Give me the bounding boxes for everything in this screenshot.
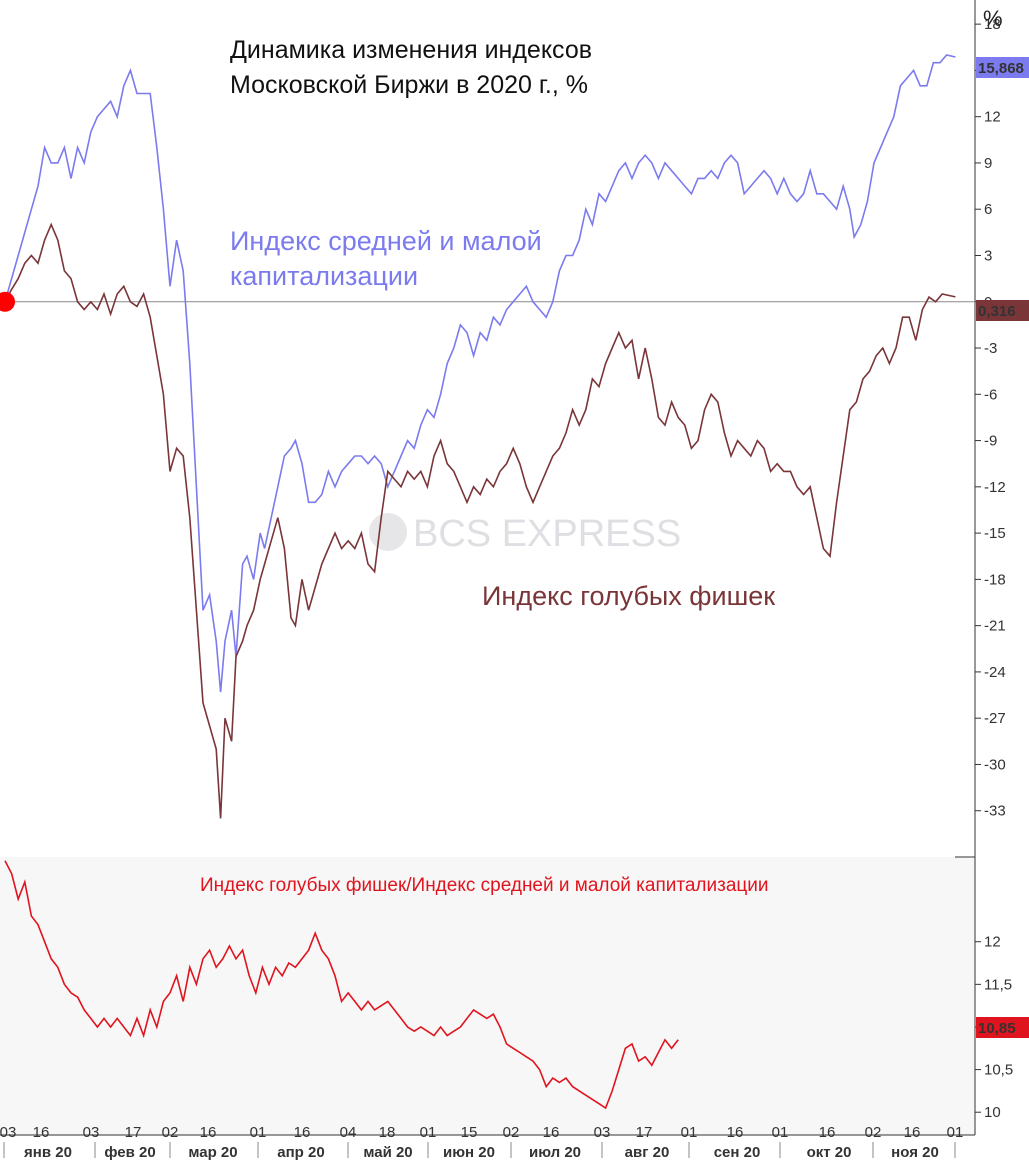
chart-title-line-1: Динамика изменения индексов (230, 36, 592, 64)
y-tick-label-top: 9 (984, 155, 992, 172)
x-tick-label: 16 (727, 1124, 744, 1141)
x-tick-label: 16 (33, 1124, 50, 1141)
y-tick-label-top: -27 (984, 710, 1006, 727)
x-month-label: апр 20 (277, 1144, 324, 1160)
watermark-text: BCS EXPRESS (413, 513, 681, 555)
ratio-chart-title: Индекс голубых фишек/Индекс средней и ма… (200, 875, 769, 896)
x-tick-label: 16 (819, 1124, 836, 1141)
x-tick-label: 16 (200, 1124, 217, 1141)
y-tick-label-top: -3 (984, 340, 997, 357)
x-tick-label: 01 (250, 1124, 267, 1141)
x-tick-label: 03 (0, 1124, 16, 1141)
y-tick-label-bottom: 12 (984, 934, 1001, 951)
x-month-label: мар 20 (188, 1144, 237, 1160)
bottom-panel-background (0, 857, 975, 1135)
x-month-label: янв 20 (24, 1144, 72, 1160)
x-tick-label: 03 (594, 1124, 611, 1141)
x-month-label: июн 20 (443, 1144, 495, 1160)
x-tick-label: 15 (461, 1124, 478, 1141)
x-tick-label: 03 (83, 1124, 100, 1141)
top-panel-background (0, 0, 975, 857)
y-tick-label-top: -30 (984, 756, 1006, 773)
x-axis: 03 16 03 17 02 16 01 16 04 18 01 15 02 16 03 17 01 16 01 16… (0, 1124, 975, 1161)
series-line-mid-small-cap (4, 54, 956, 693)
x-tick-label: 01 (681, 1124, 698, 1141)
x-tick-label: 04 (340, 1124, 357, 1141)
y-tick-label-top: 12 (984, 109, 1001, 126)
last-value-marker-mid-small-cap: 15,868 (976, 57, 1029, 78)
last-value-box-ratio (976, 1017, 1029, 1038)
x-tick-label: 02 (162, 1124, 179, 1141)
x-month-label: авг 20 (625, 1144, 670, 1160)
y-tick-label-bottom: 11,5 (984, 976, 1012, 993)
last-value-marker-blue-chips: 0,316 (976, 300, 1029, 321)
x-tick-label: 16 (543, 1124, 560, 1141)
last-value-text-blue-chips: 0,316 (978, 303, 1016, 320)
x-month-label: сен 20 (714, 1144, 761, 1160)
y-tick-label-top: -15 (984, 525, 1006, 542)
y-tick-label-bottom: 10,5 (984, 1062, 1013, 1079)
x-tick-label: 01 (947, 1124, 964, 1141)
x-month-label: фев 20 (104, 1144, 155, 1160)
start-point-marker (0, 291, 15, 312)
y-tick-label-top: -33 (984, 803, 1006, 820)
last-value-text-ratio: 10,85 (978, 1020, 1016, 1037)
x-month-label: ноя 20 (891, 1144, 939, 1160)
x-tick-label: 02 (503, 1124, 520, 1141)
chart-title-line-2: Московской Биржи в 2020 г., % (230, 71, 588, 99)
y-tick-label-bottom: 10 (984, 1104, 1001, 1121)
x-tick-label: 17 (636, 1124, 653, 1141)
y-tick-label-top: -12 (984, 479, 1006, 496)
x-month-label: окт 20 (807, 1144, 852, 1160)
x-tick-label: 16 (294, 1124, 311, 1141)
x-month-label: май 20 (363, 1144, 412, 1160)
x-tick-label: 16 (904, 1124, 921, 1141)
x-tick-label: 01 (420, 1124, 437, 1141)
watermark: BCS EXPRESS (369, 513, 681, 555)
y-tick-label-top: -24 (984, 664, 1006, 681)
watermark-logo-icon (369, 513, 407, 551)
y-tick-label-top: -6 (984, 386, 997, 403)
y-tick-label-top: 18 (984, 16, 1001, 33)
y-tick-label-top: -9 (984, 433, 997, 450)
last-value-box-mid-small-cap (976, 57, 1029, 78)
y-tick-label-top: -18 (984, 571, 1006, 588)
x-tick-label: 18 (379, 1124, 396, 1141)
series-line-blue-chips (4, 222, 956, 819)
last-value-marker-ratio: 10,85 (976, 1017, 1029, 1038)
x-tick-label: 17 (125, 1124, 142, 1141)
series-label-mid-small-cap-line-1: Индекс средней и малой (230, 226, 542, 256)
y-tick-label-top: 3 (984, 247, 992, 264)
x-tick-label: 02 (865, 1124, 882, 1141)
series-label-blue-chips: Индекс голубых фишек (482, 581, 775, 611)
y-ticks-top: 1815129630-3-6-9-12-15-18-21-24-27-30-33 (975, 16, 1006, 820)
last-value-text-mid-small-cap: 15,868 (978, 60, 1024, 77)
series-label-mid-small-cap-line-2: капитализации (230, 261, 418, 291)
y-tick-label-top: 6 (984, 201, 992, 218)
y-tick-label-top: -21 (984, 618, 1006, 635)
last-value-box-blue-chips (976, 300, 1029, 321)
x-month-label: июл 20 (529, 1144, 581, 1160)
series-line-ratio (4, 860, 679, 1110)
x-tick-label: 01 (772, 1124, 789, 1141)
y-axis-unit-label: % (983, 6, 1003, 31)
